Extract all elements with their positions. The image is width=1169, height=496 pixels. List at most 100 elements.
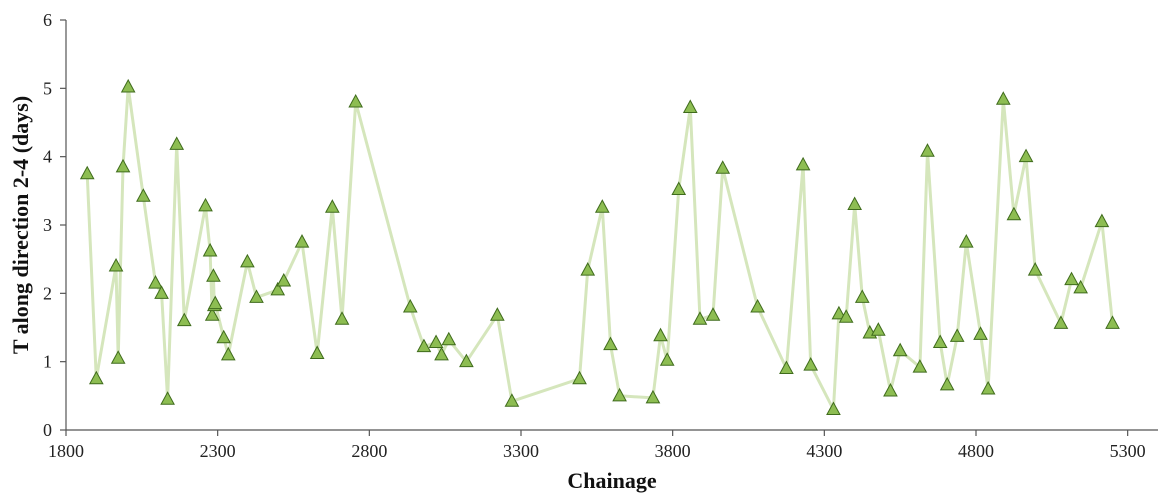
- x-axis-title: Chainage: [567, 468, 656, 493]
- data-point-marker: [207, 295, 223, 310]
- data-point-marker: [270, 281, 286, 296]
- data-point-marker: [692, 311, 708, 325]
- data-point-marker: [795, 156, 811, 171]
- data-point-marker: [645, 389, 661, 404]
- data-point-marker: [705, 307, 721, 321]
- data-point-marker: [416, 338, 432, 353]
- data-point-marker: [1018, 148, 1034, 163]
- data-point-marker: [671, 181, 687, 195]
- data-point-marker: [826, 401, 841, 415]
- x-tick-label: 3300: [503, 441, 539, 461]
- y-tick-label: 6: [43, 10, 52, 30]
- axes: 0 1 2 3 4 5 6 1800 2300 2800 3300 3800 4300 4800 5300: [43, 10, 1158, 461]
- data-point-marker: [831, 305, 847, 320]
- data-point-marker: [838, 309, 854, 323]
- data-point-marker: [1064, 271, 1079, 286]
- data-point-marker: [324, 199, 340, 213]
- y-tick-label: 3: [43, 215, 52, 235]
- data-point-marker: [920, 143, 935, 157]
- y-tick-label: 1: [43, 352, 52, 372]
- data-point-marker: [110, 350, 126, 364]
- data-point-marker: [220, 346, 236, 361]
- data-point-marker: [958, 234, 974, 248]
- x-tick-label: 4800: [958, 441, 994, 461]
- data-point-marker: [572, 370, 587, 385]
- data-point-marker: [659, 352, 675, 366]
- data-point-marker: [939, 376, 955, 391]
- y-tick-label: 5: [43, 78, 52, 98]
- x-tick-label: 2800: [351, 441, 387, 461]
- data-point-marker: [504, 393, 520, 407]
- data-point-marker: [1105, 315, 1120, 329]
- data-point-marker: [995, 91, 1011, 105]
- data-point-marker: [803, 357, 819, 371]
- data-point-marker: [1094, 213, 1110, 228]
- data-point-marker: [79, 165, 95, 180]
- data-point-marker: [206, 268, 221, 282]
- data-point-marker: [204, 307, 220, 321]
- data-point-marker: [428, 334, 444, 349]
- y-tick-label: 2: [43, 283, 52, 303]
- data-point-marker: [88, 370, 104, 385]
- data-point-marker: [402, 298, 418, 313]
- data-point-marker: [434, 346, 449, 361]
- data-point-marker: [912, 359, 928, 373]
- data-point-marker: [216, 329, 232, 344]
- data-point-marker: [294, 234, 310, 248]
- data-point-marker: [160, 391, 175, 405]
- data-point-marker: [682, 99, 698, 113]
- x-tick-label: 5300: [1110, 441, 1146, 461]
- data-point-marker: [612, 387, 627, 402]
- data-point-marker: [603, 336, 618, 351]
- data-point-marker: [309, 345, 325, 359]
- data-point-marker: [334, 311, 350, 325]
- data-point-marker: [249, 289, 264, 303]
- y-tick-label: 4: [43, 147, 52, 167]
- data-point-marker: [973, 326, 988, 340]
- data-point-marker: [136, 188, 151, 202]
- data-point-marker: [154, 285, 169, 299]
- data-point-marker: [949, 328, 965, 342]
- data-point-marker: [202, 242, 218, 257]
- data-point-marker: [169, 136, 185, 150]
- data-point-marker: [653, 327, 668, 342]
- data-point-marker: [892, 342, 908, 357]
- data-point-marker: [176, 312, 192, 327]
- data-point-marker: [1053, 315, 1069, 329]
- y-tick-label: 0: [43, 420, 52, 440]
- data-point-marker: [870, 322, 886, 336]
- data-point-marker: [441, 331, 457, 346]
- x-tick-label: 3800: [655, 441, 691, 461]
- x-tick-label: 2300: [200, 441, 236, 461]
- x-tick-label: 4300: [806, 441, 842, 461]
- data-point-marker: [240, 253, 255, 268]
- x-tick-label: 1800: [48, 441, 84, 461]
- series-line: [85, 85, 1114, 411]
- data-point-marker: [198, 197, 213, 212]
- data-point-marker: [459, 353, 474, 368]
- data-point-marker: [1027, 262, 1043, 276]
- data-point-marker: [348, 93, 364, 108]
- data-point-marker: [980, 380, 996, 395]
- data-point-marker: [847, 196, 863, 210]
- data-point-marker: [1073, 279, 1088, 294]
- series-markers: [79, 78, 1120, 415]
- data-point-marker: [594, 199, 610, 213]
- data-point-marker: [580, 262, 596, 276]
- data-point-marker: [883, 383, 898, 397]
- data-point-marker: [276, 272, 292, 287]
- data-point-marker: [932, 334, 948, 349]
- data-point-marker: [1006, 206, 1022, 221]
- data-point-marker: [490, 307, 505, 321]
- data-point-marker: [715, 160, 731, 174]
- y-axis-title: T along direction 2-4 (days): [8, 96, 33, 354]
- data-point-marker: [854, 289, 870, 303]
- data-point-marker: [108, 257, 124, 272]
- data-point-marker: [779, 360, 794, 374]
- data-point-marker: [148, 275, 163, 289]
- data-point-marker: [120, 78, 136, 93]
- series-line-group: [85, 85, 1114, 411]
- data-point-marker: [115, 158, 131, 173]
- data-point-marker: [750, 298, 765, 313]
